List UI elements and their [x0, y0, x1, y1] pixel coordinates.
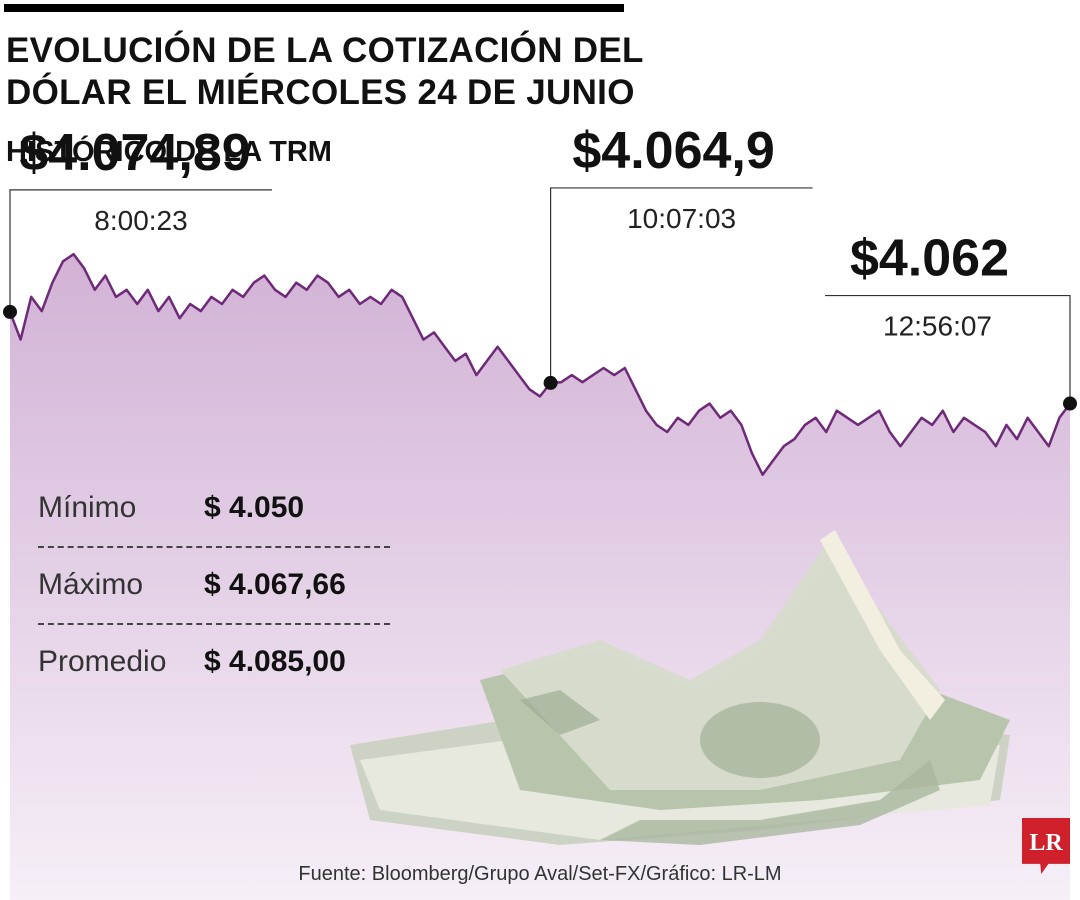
title-line-2: DÓLAR EL MIÉRCOLES 24 DE JUNIO: [6, 73, 635, 112]
stat-label: Promedio: [38, 645, 167, 678]
stat-label: Máximo: [38, 568, 144, 601]
annotation-value-label: $4.064,9: [572, 122, 774, 180]
annotation-time-label: 8:00:23: [94, 205, 187, 236]
stat-value: $ 4.085,00: [204, 645, 346, 678]
annotation-value-label: $4.074,89: [19, 124, 250, 182]
page-title: EVOLUCIÓN DE LA COTIZACIÓN DEL DÓLAR EL …: [6, 30, 646, 114]
stat-value: $ 4.067,66: [204, 568, 346, 601]
annotation-leader: [9, 189, 272, 312]
series-line: [8, 252, 1072, 476]
annotation-leader: [549, 187, 813, 383]
title-line-1: EVOLUCIÓN DE LA COTIZACIÓN DEL: [6, 31, 644, 70]
stat-label: Mínimo: [38, 491, 137, 524]
lr-logo: LR: [1022, 818, 1070, 874]
dollar-bills-illustration: [350, 530, 1010, 845]
stat-divider: [38, 546, 390, 548]
stat-minimo: Mínimo $ 4.050: [38, 484, 398, 561]
annotation-leader: [825, 294, 1071, 404]
annotation-marker: [543, 375, 558, 390]
stat-promedio: Promedio $ 4.085,00: [38, 638, 398, 715]
annotation-marker: [1063, 396, 1077, 411]
stat-value: $ 4.050: [204, 491, 305, 524]
annotation-time-label: 12:56:07: [883, 311, 992, 342]
annotation-value-label: $4.062: [850, 230, 1009, 288]
top-rule: [4, 4, 624, 12]
stat-divider: [38, 623, 390, 625]
source-credit: Fuente: Bloomberg/Grupo Aval/Set-FX/Gráf…: [298, 863, 782, 885]
stat-maximo: Máximo $ 4.067,66: [38, 561, 398, 638]
stats-panel: Mínimo $ 4.050 Máximo $ 4.067,66 Promedi…: [38, 484, 398, 715]
annotation-time-label: 10:07:03: [627, 203, 736, 234]
annotation-marker: [3, 304, 17, 319]
chart-subtitle: HISTÓRICO DE LA TRM: [6, 136, 332, 168]
